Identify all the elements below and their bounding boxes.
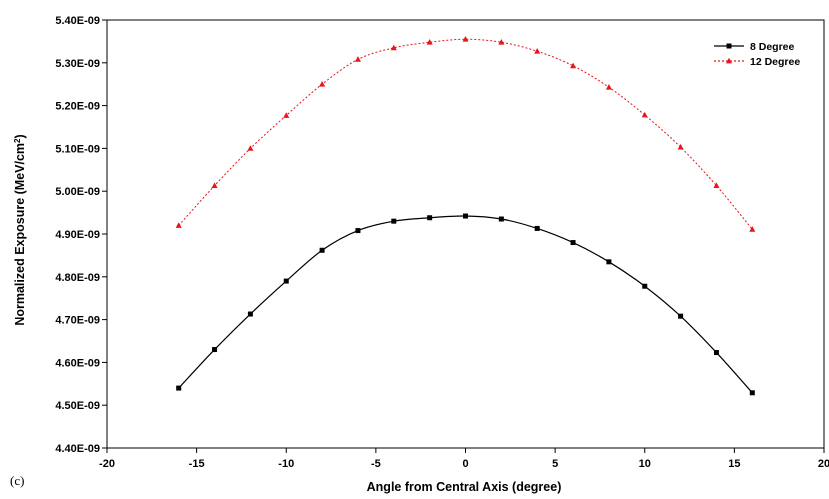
- data-point-12-degree: [319, 81, 326, 87]
- data-point-12-degree: [749, 226, 756, 232]
- data-point-8-degree: [427, 215, 433, 221]
- series-12-degree: [175, 36, 756, 232]
- data-point-8-degree: [498, 216, 504, 222]
- y-tick-label: 4.60E-09: [55, 357, 100, 369]
- y-tick-label: 5.10E-09: [55, 143, 100, 155]
- x-tick-label: -20: [99, 458, 115, 470]
- data-point-8-degree: [570, 240, 576, 246]
- series-line-8-degree: [178, 215, 753, 394]
- legend: 8 Degree 12 Degree: [714, 41, 800, 68]
- data-point-12-degree: [462, 36, 469, 42]
- data-point-8-degree: [391, 218, 397, 224]
- series-8-degree: [176, 213, 755, 396]
- x-tick-label: 20: [818, 458, 829, 470]
- y-tick-label: 5.30E-09: [55, 58, 100, 70]
- x-tick-label: -10: [278, 458, 294, 470]
- data-point-8-degree: [678, 313, 684, 319]
- series-layer: [175, 36, 756, 396]
- legend-marker-12-degree: [726, 57, 732, 64]
- data-point-12-degree: [354, 56, 361, 62]
- x-tick-label: 0: [462, 458, 468, 470]
- x-tick-label: 10: [639, 458, 651, 470]
- legend-label-12-degree: 12 Degree: [750, 56, 800, 68]
- y-tick-label: 5.40E-09: [55, 15, 100, 27]
- data-point-12-degree: [247, 145, 254, 151]
- data-point-8-degree: [283, 278, 289, 284]
- y-tick-label: 4.40E-09: [55, 443, 100, 455]
- data-point-8-degree: [355, 228, 361, 234]
- data-point-12-degree: [390, 44, 397, 51]
- x-tick-label: -5: [371, 458, 381, 470]
- y-axis-title: Normalized Exposure (MeV/cm2): [13, 134, 28, 325]
- data-point-12-degree: [713, 182, 720, 189]
- data-point-12-degree: [534, 48, 541, 54]
- data-point-8-degree: [319, 247, 325, 253]
- data-point-12-degree: [677, 143, 684, 150]
- data-point-12-degree: [605, 83, 612, 90]
- plot-area-border: [106, 19, 825, 449]
- y-tick-label: 5.20E-09: [55, 101, 100, 113]
- data-point-8-degree: [463, 213, 468, 219]
- data-point-8-degree: [749, 390, 755, 396]
- data-point-8-degree: [176, 385, 182, 391]
- series-line-12-degree: [178, 38, 753, 230]
- data-point-8-degree: [606, 259, 612, 265]
- x-axis-title: Angle from Central Axis (degree): [367, 480, 562, 494]
- data-point-12-degree: [211, 182, 218, 189]
- x-tick-label: 5: [552, 458, 558, 470]
- panel-label: (c): [10, 473, 24, 488]
- axes: 4.40E-09 4.50E-09 4.60E-09 4.70E-09 4.80E-09…: [55, 15, 829, 470]
- data-point-12-degree: [175, 222, 182, 228]
- y-axis-title-sup: 2: [13, 138, 22, 143]
- legend-marker-8-degree: [726, 43, 732, 49]
- y-tick-label: 4.80E-09: [55, 272, 100, 284]
- data-point-8-degree: [247, 311, 253, 317]
- y-axis-title-end: ): [13, 134, 27, 138]
- data-point-12-degree: [570, 62, 577, 69]
- data-point-8-degree: [642, 283, 648, 289]
- y-axis-title-main: Normalized Exposure (MeV/cm: [13, 143, 27, 326]
- data-point-12-degree: [426, 39, 433, 45]
- y-tick-label: 4.90E-09: [55, 229, 100, 241]
- legend-label-8-degree: 8 Degree: [750, 41, 795, 53]
- x-tick-label: -15: [189, 458, 205, 470]
- data-point-12-degree: [498, 39, 505, 45]
- data-point-8-degree: [534, 225, 540, 231]
- data-point-12-degree: [641, 111, 648, 118]
- y-tick-label: 5.00E-09: [55, 186, 100, 198]
- data-point-12-degree: [283, 112, 290, 118]
- x-tick-label: 15: [728, 458, 740, 470]
- y-tick-label: 4.70E-09: [55, 315, 100, 327]
- data-point-8-degree: [713, 350, 719, 356]
- data-point-8-degree: [212, 347, 218, 353]
- y-tick-label: 4.50E-09: [55, 400, 100, 412]
